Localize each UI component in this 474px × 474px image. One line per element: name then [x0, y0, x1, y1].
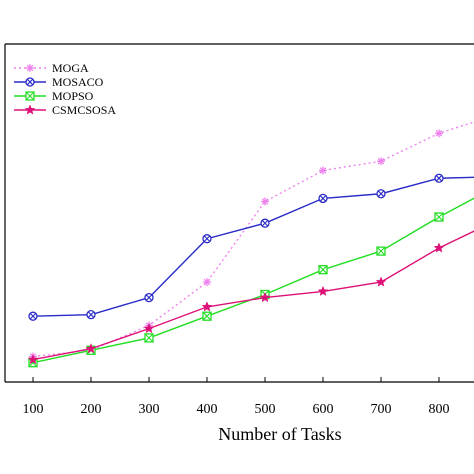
- data-point-csmcsosa-600: [317, 285, 329, 296]
- x-tick-label: 700: [371, 402, 392, 417]
- data-point-mosaco-500: [260, 218, 270, 228]
- data-point-mosaco-600: [318, 193, 328, 204]
- data-point-moga-800: [435, 129, 443, 138]
- data-point-moga-500: [261, 197, 269, 206]
- data-point-mosaco-800: [434, 173, 444, 183]
- data-point-csmcsosa-700: [375, 276, 387, 287]
- legend-marker: [25, 91, 35, 101]
- series-line-csmcsosa: [32, 230, 474, 361]
- series-line-moga: [32, 121, 474, 358]
- x-tick-label: 500: [255, 402, 276, 417]
- data-point-csmcsosa-100: [27, 353, 39, 365]
- data-point-moga-700: [377, 157, 385, 166]
- x-tick-label: 400: [197, 402, 218, 417]
- series-line-mopso: [32, 197, 474, 364]
- data-point-mopso-700: [376, 246, 386, 256]
- data-point-csmcsosa-800: [433, 242, 445, 253]
- series-csmcsosa: [27, 230, 474, 365]
- data-point-mopso-300: [144, 333, 154, 343]
- x-ticks: 100 200 300 400 500 600 700 800: [23, 377, 450, 417]
- plot-frame: [4, 43, 474, 383]
- x-tick-label: 200: [81, 402, 102, 417]
- series-line-mosaco: [32, 176, 474, 317]
- data-point-mosaco-200: [86, 309, 96, 320]
- data-point-mosaco-700: [376, 189, 386, 199]
- x-tick-label: 800: [429, 402, 450, 417]
- data-point-mosaco-300: [144, 292, 154, 303]
- legend-marker: [24, 104, 36, 115]
- legend-label: MOSACO: [52, 75, 104, 89]
- x-tick-label: 600: [313, 402, 334, 417]
- data-point-mopso-600: [318, 265, 328, 275]
- series-mopso: [28, 197, 474, 368]
- x-tick-label: 300: [139, 402, 160, 417]
- series-layer: [27, 121, 474, 368]
- legend-marker: [25, 77, 35, 87]
- legend-label: MOPSO: [52, 89, 94, 103]
- legend-item-mopso: MOPSO: [14, 89, 94, 103]
- data-point-mosaco-400: [202, 234, 212, 244]
- legend-item-csmcsosa: CSMCSOSA: [14, 103, 116, 117]
- legend-item-mosaco: MOSACO: [14, 75, 104, 89]
- legend-label: MOGA: [52, 61, 89, 75]
- data-point-mosaco-100: [28, 311, 38, 321]
- series-mosaco: [28, 173, 474, 321]
- legend-item-moga: MOGA: [14, 61, 89, 75]
- legend-marker: [26, 64, 34, 72]
- data-point-moga-600: [319, 166, 327, 175]
- data-point-csmcsosa-300: [143, 322, 155, 334]
- x-axis-title: Number of Tasks: [218, 424, 341, 444]
- data-point-csmcsosa-500: [259, 291, 271, 303]
- data-point-mopso-400: [202, 311, 212, 321]
- data-point-csmcsosa-200: [85, 343, 97, 354]
- data-point-mopso-800: [434, 212, 444, 222]
- x-tick-label: 100: [23, 402, 44, 417]
- data-point-csmcsosa-400: [201, 301, 213, 312]
- data-point-moga-400: [203, 278, 211, 287]
- legend-label: CSMCSOSA: [52, 103, 116, 117]
